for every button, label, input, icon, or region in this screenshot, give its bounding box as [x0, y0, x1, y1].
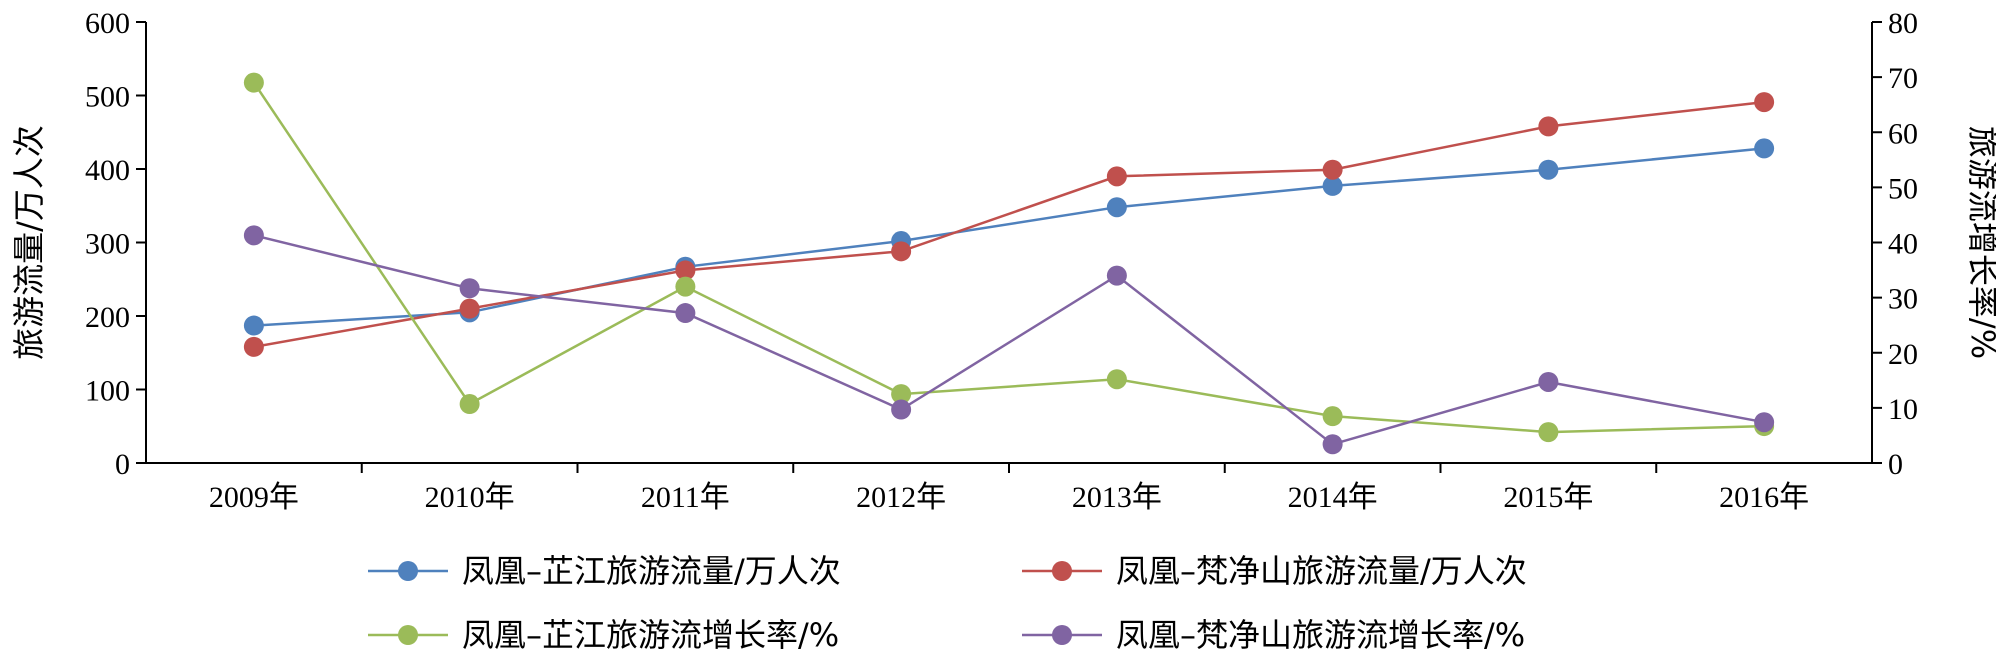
- y-left-tick-label: 200: [85, 301, 130, 334]
- series-line-4: [253, 234, 1765, 446]
- legend-swatch-marker: [1052, 625, 1072, 645]
- series-4-point: [243, 225, 264, 246]
- y-left-tick-label: 600: [85, 7, 130, 40]
- series-4-point: [1322, 434, 1343, 455]
- x-tick-label: 2016年: [1719, 481, 1809, 514]
- series-line-2: [253, 100, 1765, 349]
- legend-label: 凤凰–梵净山旅游流增长率/%: [1116, 616, 1525, 654]
- series-3-point: [1538, 422, 1559, 443]
- y-right-tick-label: 20: [1888, 338, 1918, 371]
- series-2-point: [675, 260, 696, 281]
- y-left-tick-label: 100: [85, 375, 130, 408]
- series-1-point: [1322, 175, 1343, 196]
- series-4-point: [675, 303, 696, 324]
- x-tick-label: 2009年: [209, 481, 299, 514]
- series-3-point: [459, 394, 480, 415]
- y-left-tick-label: 0: [115, 448, 130, 481]
- series-2-point: [1106, 166, 1127, 187]
- legend-label: 凤凰–芷江旅游流增长率/%: [462, 616, 839, 654]
- y-right-tick-label: 60: [1888, 117, 1918, 150]
- series-1-point: [243, 315, 264, 336]
- series-4-point: [1754, 412, 1775, 433]
- x-tick-label: 2013年: [1072, 481, 1162, 514]
- x-tick-label: 2011年: [641, 481, 730, 514]
- series-2-point: [1322, 159, 1343, 180]
- y-right-tick-label: 40: [1888, 228, 1918, 261]
- series-2-point: [891, 241, 912, 262]
- series-line-3: [252, 81, 1765, 434]
- series-3-point: [891, 384, 912, 405]
- y-left-axis-title: 旅游流量/万人次: [10, 125, 48, 360]
- series-2-point: [243, 336, 264, 357]
- x-tick-label: 2012年: [856, 481, 946, 514]
- legend-swatch-marker: [398, 561, 418, 581]
- series-line-1: [253, 147, 1765, 327]
- series-3-point: [243, 72, 264, 93]
- legend-swatch-marker: [1052, 561, 1072, 581]
- y-left-tick-label: 300: [85, 228, 130, 261]
- y-right-tick-label: 10: [1888, 393, 1918, 426]
- y-left-tick-label: 500: [85, 81, 130, 114]
- legend-swatch-marker: [398, 625, 418, 645]
- series-2-point: [1754, 92, 1775, 113]
- series-2-point: [1538, 116, 1559, 137]
- series-4-point: [459, 278, 480, 299]
- series-2-point: [459, 298, 480, 319]
- y-right-tick-label: 0: [1888, 448, 1903, 481]
- series-3-point: [1322, 406, 1343, 427]
- legend: 凤凰–芷江旅游流量/万人次 凤凰–梵净山旅游流量/万人次凤凰–芷江旅游流增长率/%…: [368, 552, 1527, 654]
- x-tick-label: 2014年: [1288, 481, 1378, 514]
- axes: 0 100 200 300 400 500 600 0 10 20 30 40 50 60 70 80 2009…: [10, 7, 1996, 514]
- series-3-point: [675, 276, 696, 297]
- legend-label: 凤凰–梵净山旅游流量/万人次: [1116, 552, 1527, 590]
- series-1-point: [1106, 197, 1127, 218]
- series-4-point: [1106, 265, 1127, 286]
- series-3-point: [1106, 369, 1127, 390]
- series-layer: [243, 72, 1775, 455]
- series-1-point: [1538, 159, 1559, 180]
- legend-label: 凤凰–芷江旅游流量/万人次: [462, 552, 841, 590]
- y-right-tick-label: 30: [1888, 283, 1918, 316]
- y-right-tick-label: 50: [1888, 172, 1918, 205]
- x-tick-label: 2015年: [1503, 481, 1593, 514]
- series-4-point: [891, 399, 912, 420]
- series-4-point: [1538, 371, 1559, 392]
- y-right-tick-label: 80: [1888, 7, 1918, 40]
- y-right-axis-title: 旅游流增长率/%: [1964, 126, 1996, 359]
- x-tick-label: 2010年: [425, 481, 515, 514]
- series-1-point: [1754, 138, 1775, 159]
- y-left-tick-label: 400: [85, 154, 130, 187]
- y-right-tick-label: 70: [1888, 62, 1918, 95]
